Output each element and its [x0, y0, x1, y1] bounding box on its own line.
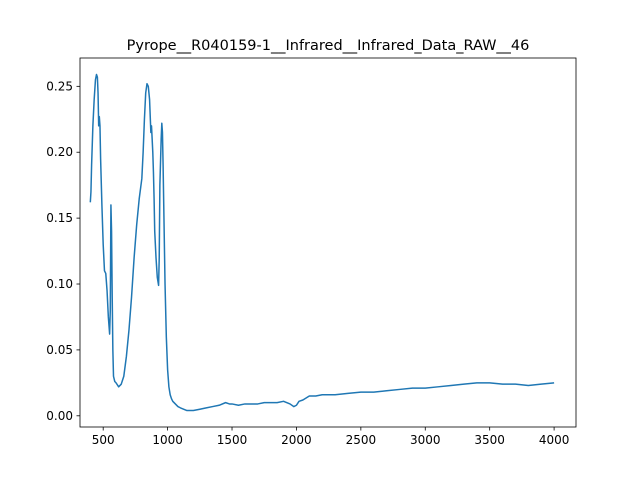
- x-tick-label: 3500: [474, 433, 505, 447]
- chart-title: Pyrope__R040159-1__Infrared__Infrared_Da…: [127, 38, 530, 54]
- x-tick-label: 1500: [217, 433, 248, 447]
- x-tick-label: 3000: [410, 433, 441, 447]
- y-tick-label: 0.20: [46, 145, 73, 159]
- y-tick-label: 0.25: [46, 79, 73, 93]
- x-tick-label: 2500: [346, 433, 377, 447]
- x-axis: 500 1000 1500 2000 2500 3000 3500 4000: [92, 427, 570, 447]
- x-tick-label: 2000: [281, 433, 312, 447]
- y-axis: 0.00 0.05 0.10 0.15 0.20 0.25: [46, 79, 80, 423]
- x-tick-label: 1000: [152, 433, 183, 447]
- y-tick-label: 0.15: [46, 211, 73, 225]
- x-tick-label: 500: [92, 433, 115, 447]
- series-line: [89, 73, 555, 412]
- y-tick-label: 0.10: [46, 277, 73, 291]
- y-tick-label: 0.00: [46, 409, 73, 423]
- plot-area: [89, 73, 555, 412]
- axes-frame: [79, 57, 577, 428]
- x-tick-label: 4000: [539, 433, 570, 447]
- y-tick-label: 0.05: [46, 343, 73, 357]
